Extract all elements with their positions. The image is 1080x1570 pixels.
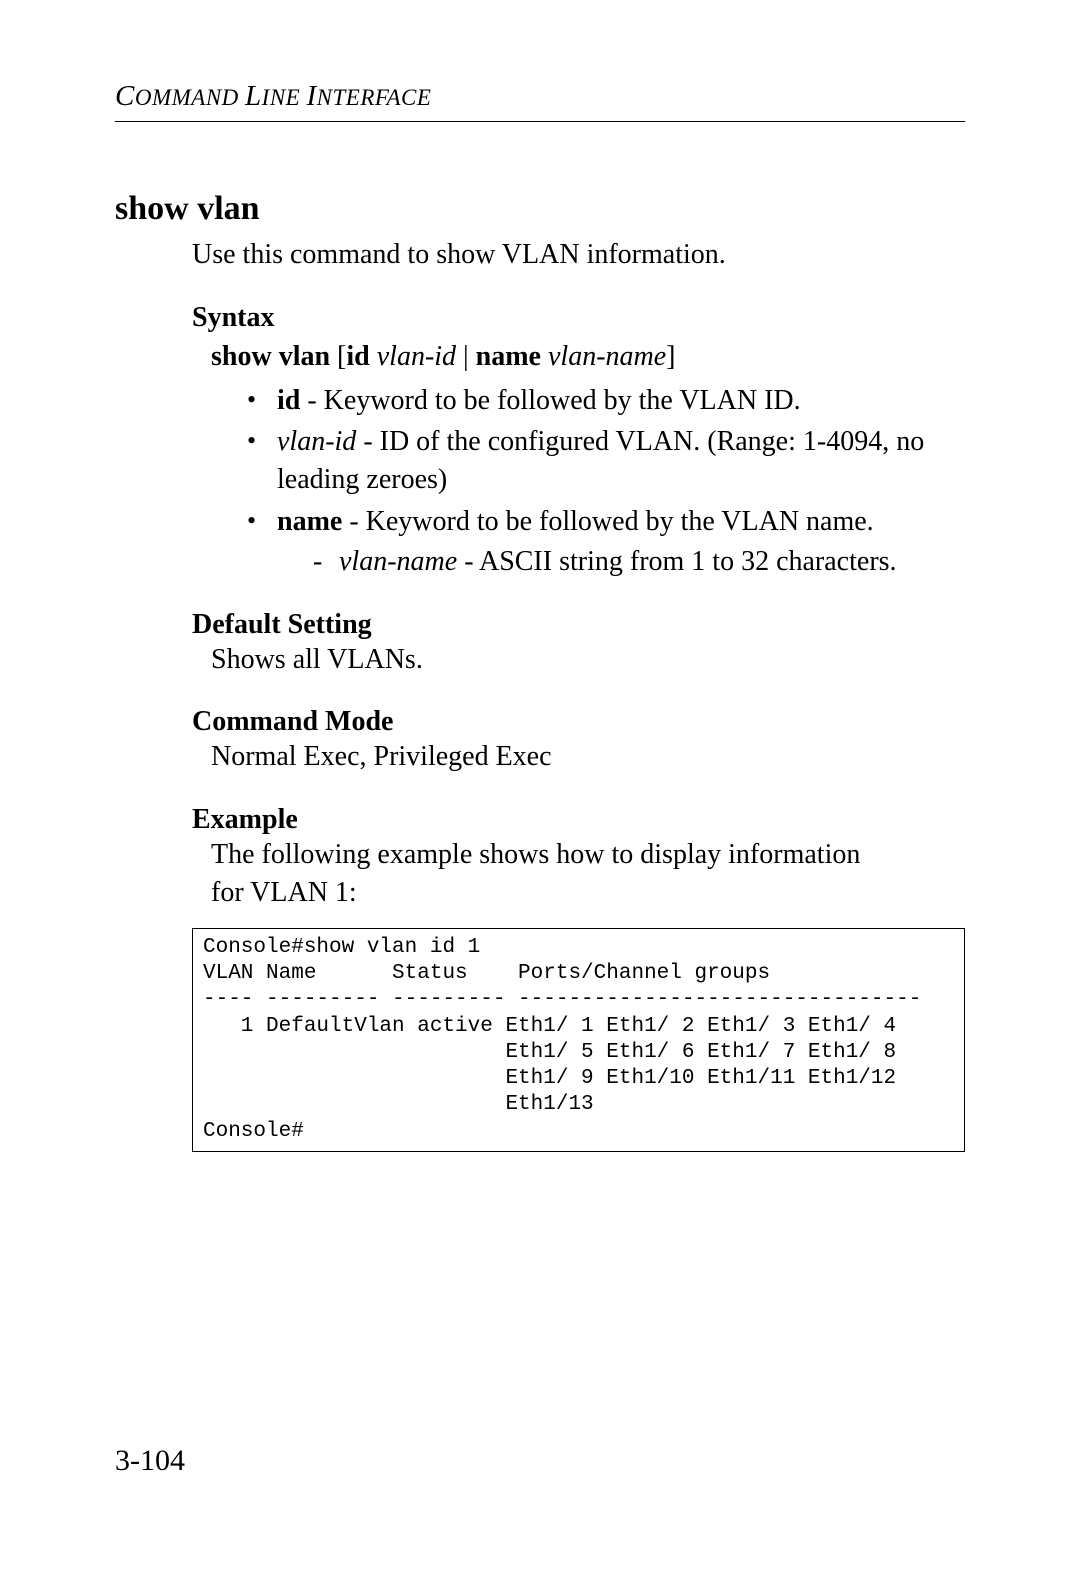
default-setting-text: Shows all VLANs. <box>211 641 965 679</box>
sub-bullet-text: - ASCII string from 1 to 32 characters. <box>457 546 896 577</box>
syntax-cmd: show vlan <box>211 341 330 372</box>
example-heading: Example <box>192 804 965 836</box>
bullet-name-kw: name <box>277 506 342 537</box>
syntax-arg-vlan-id: vlan-id <box>377 341 456 372</box>
command-mode-heading: Command Mode <box>192 706 965 738</box>
command-mode-text: Normal Exec, Privileged Exec <box>211 738 965 776</box>
section-intro: Use this command to show VLAN informatio… <box>192 236 965 274</box>
default-setting-heading: Default Setting <box>192 609 965 641</box>
example-text: The following example shows how to displ… <box>211 836 885 912</box>
running-head: COMMAND LINE INTERFACE <box>115 80 965 122</box>
syntax-arg-vlan-name: vlan-name <box>548 341 666 372</box>
sub-bullet-vlan-name: vlan-name - ASCII string from 1 to 32 ch… <box>305 543 925 581</box>
bullet-vlan-id-kw: vlan-id <box>277 426 356 457</box>
code-block: Console#show vlan id 1 VLAN Name Status … <box>192 928 965 1152</box>
bullet-id: id - Keyword to be followed by the VLAN … <box>235 382 925 420</box>
bullet-vlan-id: vlan-id - ID of the configured VLAN. (Ra… <box>235 423 925 499</box>
syntax-kw-id: id <box>346 341 369 372</box>
syntax-line: show vlan [id vlan-id | name vlan-name] <box>211 338 965 376</box>
sub-bullets: vlan-name - ASCII string from 1 to 32 ch… <box>277 543 925 581</box>
sub-bullet-kw: vlan-name <box>339 546 457 577</box>
bullet-id-text: - Keyword to be followed by the VLAN ID. <box>300 385 800 416</box>
running-head-text: COMMAND LINE INTERFACE <box>115 80 431 112</box>
section-title: show vlan <box>115 190 965 228</box>
bullet-name-text: - Keyword to be followed by the VLAN nam… <box>342 506 873 537</box>
syntax-heading: Syntax <box>192 302 965 334</box>
bullet-id-kw: id <box>277 385 300 416</box>
syntax-kw-name: name <box>476 341 541 372</box>
bullet-vlan-id-text: - ID of the configured VLAN. (Range: 1-4… <box>277 426 924 495</box>
page-number: 3-104 <box>115 1444 185 1478</box>
page: COMMAND LINE INTERFACE show vlan Use thi… <box>0 0 1080 1570</box>
bullet-name: name - Keyword to be followed by the VLA… <box>235 503 925 581</box>
syntax-bullets: id - Keyword to be followed by the VLAN … <box>115 382 965 581</box>
